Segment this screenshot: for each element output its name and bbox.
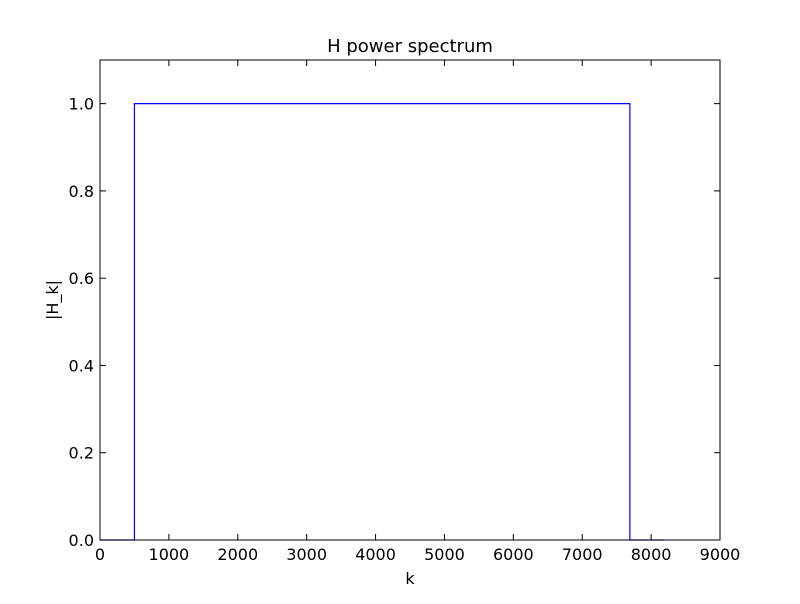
x-tick-label: 4000 xyxy=(355,545,396,564)
plot-area xyxy=(100,60,720,540)
y-axis-label: |H_k| xyxy=(43,280,63,320)
y-tick-label: 0.4 xyxy=(69,356,94,375)
ticks-layer: 0 1000 2000 3000 4000 5000 6000 7000 8000 9000 0.0… xyxy=(69,60,741,564)
y-tick-label: 0.2 xyxy=(69,444,94,463)
x-tick-label: 0 xyxy=(95,545,105,564)
x-axis-label: k xyxy=(405,569,415,588)
y-tick-label: 0.0 xyxy=(69,531,94,550)
x-tick-label: 5000 xyxy=(424,545,465,564)
x-tick-label: 2000 xyxy=(217,545,258,564)
y-tick-label: 1.0 xyxy=(69,95,94,114)
x-tick-label: 1000 xyxy=(149,545,190,564)
x-tick-label: 3000 xyxy=(286,545,327,564)
x-tick-label: 8000 xyxy=(631,545,672,564)
y-tick-label: 0.8 xyxy=(69,182,94,201)
y-tick-label: 0.6 xyxy=(69,269,94,288)
x-tick-label: 6000 xyxy=(493,545,534,564)
x-tick-label: 7000 xyxy=(562,545,603,564)
x-tick-label: 9000 xyxy=(700,545,741,564)
chart-title: H power spectrum xyxy=(327,36,493,57)
plot-frame xyxy=(99,59,721,541)
